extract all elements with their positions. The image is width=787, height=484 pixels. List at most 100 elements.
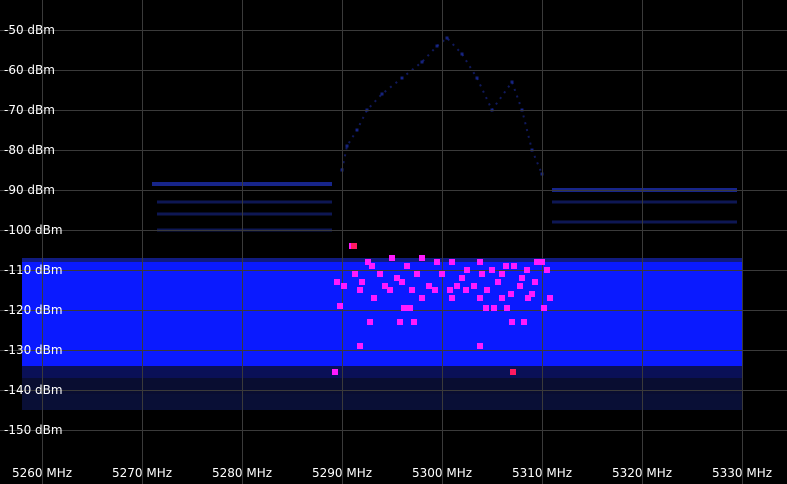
peak-point: [517, 283, 523, 289]
peak-point: [369, 263, 375, 269]
peak-point: [489, 267, 495, 273]
peak-point: [357, 343, 363, 349]
peak-point: [419, 295, 425, 301]
noise-floor-bands: [22, 258, 742, 410]
envelope-point: [445, 36, 449, 40]
peak-point: [534, 259, 540, 265]
peak-point: [479, 271, 485, 277]
peak-point: [389, 255, 395, 261]
peak-point: [524, 267, 530, 273]
y-tick-label: -100 dBm: [4, 223, 63, 237]
peak-point: [499, 295, 505, 301]
envelope-point: [355, 128, 359, 132]
peak-point: [439, 271, 445, 277]
y-tick-label: -110 dBm: [4, 263, 63, 277]
peak-point: [411, 319, 417, 325]
y-tick-label: -80 dBm: [4, 143, 55, 157]
peak-point: [367, 319, 373, 325]
peak-point: [477, 259, 483, 265]
peak-point: [508, 291, 514, 297]
peak-point: [471, 283, 477, 289]
y-tick-label: -150 dBm: [4, 423, 63, 437]
peak-point: [449, 295, 455, 301]
peak-point: [407, 305, 413, 311]
envelope-point: [400, 76, 404, 80]
red-point: [510, 369, 516, 375]
peak-point: [544, 267, 550, 273]
peak-point: [519, 275, 525, 281]
peak-point: [382, 283, 388, 289]
peak-point: [409, 287, 415, 293]
peak-point: [464, 267, 470, 273]
peak-point: [365, 259, 371, 265]
peak-point: [509, 319, 515, 325]
peak-point: [352, 271, 358, 277]
y-tick-label: -50 dBm: [4, 23, 55, 37]
peak-point: [387, 287, 393, 293]
peak-point: [539, 259, 545, 265]
peak-point: [483, 305, 489, 311]
peak-point: [377, 271, 383, 277]
x-tick-label: 5290 MHz: [312, 466, 372, 480]
noise-floor-dark-band: [22, 366, 742, 394]
peak-point: [357, 287, 363, 293]
peak-point: [454, 283, 460, 289]
peak-point: [419, 255, 425, 261]
envelope-point: [510, 80, 514, 84]
peak-point: [341, 283, 347, 289]
peak-point: [503, 263, 509, 269]
noise-floor-fringe-bottom: [22, 394, 742, 410]
envelope-point: [345, 144, 349, 148]
peak-point: [541, 305, 547, 311]
peak-point: [447, 287, 453, 293]
peak-point: [332, 369, 338, 375]
y-axis-labels: -50 dBm -60 dBm -70 dBm -80 dBm -90 dBm -100 …: [4, 23, 63, 437]
x-tick-label: 5320 MHz: [612, 466, 672, 480]
peak-point: [499, 271, 505, 277]
peak-point: [463, 287, 469, 293]
envelope-point: [475, 76, 479, 80]
x-tick-label: 5300 MHz: [412, 466, 472, 480]
peak-point: [449, 259, 455, 265]
x-tick-label: 5330 MHz: [712, 466, 772, 480]
peak-point: [477, 295, 483, 301]
envelope-point: [380, 92, 384, 96]
y-tick-label: -70 dBm: [4, 103, 55, 117]
peak-point: [371, 295, 377, 301]
peak-point: [477, 343, 483, 349]
peak-point: [394, 275, 400, 281]
peak-point: [532, 279, 538, 285]
peak-point: [434, 259, 440, 265]
peak-point: [504, 305, 510, 311]
peak-point: [426, 283, 432, 289]
peak-point: [525, 295, 531, 301]
y-tick-label: -130 dBm: [4, 343, 63, 357]
peak-point: [521, 319, 527, 325]
y-tick-label: -120 dBm: [4, 303, 63, 317]
peak-point: [491, 305, 497, 311]
peak-point: [401, 305, 407, 311]
x-tick-label: 5260 MHz: [12, 466, 72, 480]
peak-point: [529, 291, 535, 297]
peak-point: [432, 287, 438, 293]
peak-point: [459, 275, 465, 281]
y-tick-label: -140 dBm: [4, 383, 63, 397]
envelope-trace: [341, 36, 543, 175]
red-point: [351, 243, 357, 249]
peak-point: [414, 271, 420, 277]
noise-floor: [22, 262, 742, 378]
envelope-point: [435, 44, 439, 48]
x-tick-label: 5310 MHz: [512, 466, 572, 480]
peak-point: [495, 279, 501, 285]
peak-point: [484, 287, 490, 293]
peak-point: [404, 263, 410, 269]
peak-point: [397, 319, 403, 325]
x-tick-label: 5270 MHz: [112, 466, 172, 480]
peak-point: [399, 279, 405, 285]
x-axis-labels: 5260 MHz 5270 MHz 5280 MHz 5290 MHz 5300 MHz…: [12, 466, 772, 480]
envelope-point: [460, 52, 464, 56]
peak-point: [359, 279, 365, 285]
peak-point: [511, 263, 517, 269]
